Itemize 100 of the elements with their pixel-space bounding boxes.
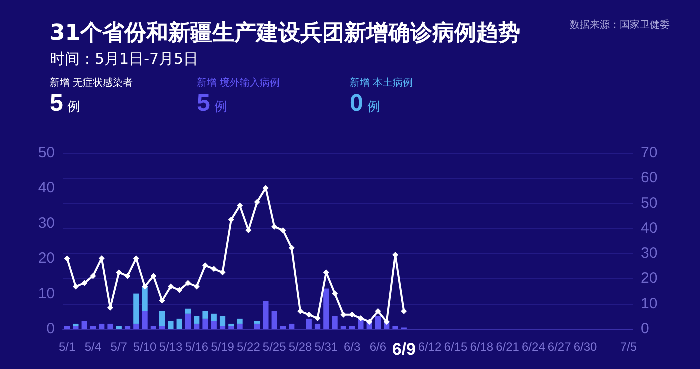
y2-tick-label: 70 [641,144,658,162]
point [168,284,174,290]
chart-title: 31个省份和新疆生产建设兵团新增确诊病例趋势 [50,20,521,48]
x-tick-label: 5/19 [211,340,235,354]
x-tick-label: 6/3 [344,340,361,354]
y2-tick-label: 50 [641,194,658,212]
point [142,284,148,290]
point [272,224,278,230]
bar [185,308,192,314]
point [176,287,183,294]
bar [280,326,286,329]
point [314,315,321,322]
point [64,256,70,262]
point [306,312,312,318]
x-tick-label: 6/15 [444,340,468,354]
x-tick-label: 5/13 [159,340,183,354]
point [202,262,208,269]
bar [134,294,140,324]
x-tick-label: 6/6 [370,340,387,354]
x-tick-label: 5/28 [288,340,312,354]
bar [160,311,166,326]
bar [99,324,105,329]
x-tick-label: 6/9 [392,340,416,359]
point [254,199,260,206]
point [90,273,96,280]
bar [194,324,200,329]
x-tick-label: 6/24 [522,340,546,354]
chart-subtitle: 时间：5月1日-7月5日 [50,50,199,69]
bar [142,286,148,312]
point [124,273,131,280]
y2-tick-label: 30 [641,245,658,262]
bar [324,288,330,329]
bar [220,316,226,326]
y2-tick-label: 20 [641,270,658,288]
bar [124,326,131,329]
bar [176,318,182,329]
bar [185,314,192,329]
text: 新增 本土病例 0 例 [350,76,414,117]
bar [289,324,295,329]
point [280,227,286,234]
bar [211,314,217,322]
bar [332,316,338,329]
y-tick-label: 30 [38,214,55,232]
bar [116,326,122,329]
bar [168,321,174,329]
bar [350,326,356,329]
bar [306,318,312,329]
bar [392,326,398,329]
point [332,290,338,297]
x-tick-label: 6/12 [418,340,442,354]
bar [272,311,278,329]
point [133,256,140,262]
bar [228,324,234,326]
point [150,273,157,280]
x-tick-label: 6/30 [574,340,598,354]
point [358,315,364,322]
y-tick-label: 0 [46,320,55,338]
y-tick-label: 20 [38,250,55,268]
x-tick-label: 7/5 [620,340,638,354]
bar [73,326,79,329]
x-tick-label: 5/16 [185,340,209,354]
y-tick-label: 40 [38,180,55,197]
x-tick-label: 6/21 [496,340,520,354]
point [82,280,88,286]
y2-tick-label: 40 [641,220,658,237]
x-tick-label: 5/31 [314,340,338,354]
x-tick-label: 5/22 [237,340,261,354]
y2-tick-label: 0 [641,320,650,338]
bar [82,321,88,329]
bar [263,301,269,329]
x-tick-label: 5/25 [262,340,287,354]
bar [73,324,79,326]
x-tick-label: 6/27 [548,340,572,354]
bar [237,324,243,329]
bar [90,326,96,329]
point [159,298,166,304]
point [194,284,200,290]
bar [194,316,200,324]
point [375,308,382,314]
x-tick-label: 5/4 [84,340,102,354]
text: 新增 无症状感染者 5 例 [50,76,134,117]
y-tick-label: 10 [38,285,55,302]
point [185,280,192,286]
text: 新增 境外输入病例 5 例 [197,76,280,117]
point [401,308,408,314]
y2-tick-label: 60 [641,170,658,187]
point [366,318,373,325]
bar [64,326,70,329]
point [211,266,218,272]
bar [220,326,226,329]
y2-tick-label: 10 [641,295,658,312]
bar [237,318,243,324]
source-note: 数据来源：国家卫健委 [570,18,670,32]
bar [254,324,260,329]
bar [228,326,234,329]
bar [340,326,346,329]
bar [150,326,156,329]
x-tick-label: 5/10 [133,340,158,354]
bar [254,321,260,324]
point [116,270,122,276]
